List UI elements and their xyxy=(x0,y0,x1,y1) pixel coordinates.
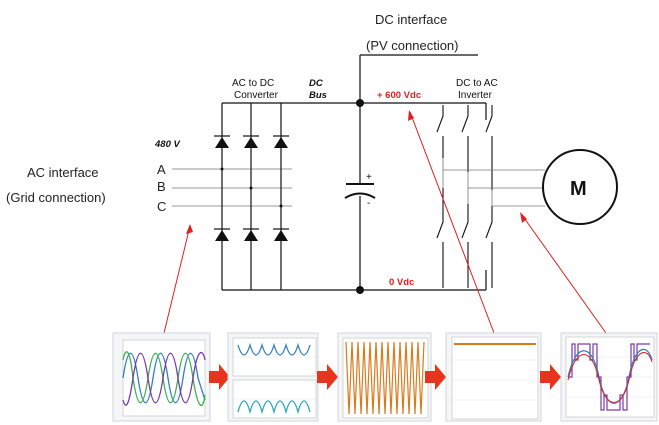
diode-lower-1 xyxy=(214,228,230,241)
motor-label: M xyxy=(570,178,587,200)
flow-arrow-1 xyxy=(209,364,230,390)
voltage-480-label: 480 V xyxy=(154,139,180,150)
flow-arrow-3 xyxy=(425,364,446,390)
phase-wave-blue xyxy=(122,352,206,404)
dc-ac-label-1: DC to AC xyxy=(456,78,498,89)
dc-interface-label: DC interface xyxy=(375,12,447,27)
diode-upper-1 xyxy=(214,135,230,148)
phase-a-label: A xyxy=(157,162,166,177)
waveform-panel-rectifier-ripple xyxy=(337,332,432,422)
cap-minus-sign: - xyxy=(367,198,370,209)
waveform-panel-rectified-output xyxy=(227,332,319,422)
ac-dc-label-1: AC to DC xyxy=(232,78,274,89)
rectified-wave-top xyxy=(237,342,311,356)
diode-lower-2 xyxy=(243,228,259,241)
diode-lower-3 xyxy=(273,228,289,241)
ac-interface-label: AC interface xyxy=(27,165,99,180)
inverter-bridge xyxy=(436,103,545,290)
cap-plus-sign: + xyxy=(366,172,372,183)
ac-dc-label-2: Converter xyxy=(234,90,279,101)
waveform-panel-dc-bus-voltage xyxy=(445,332,542,422)
rectifier-bridge xyxy=(214,103,289,290)
sine-fundamental-red xyxy=(567,352,653,403)
dc-bus-label-1: DC xyxy=(309,78,323,89)
phase-c-label: C xyxy=(157,199,166,214)
diode-upper-2 xyxy=(243,135,259,148)
dc-ac-label-2: Inverter xyxy=(458,90,493,101)
motor-circle xyxy=(542,149,618,225)
dc-bus-capacitor: + - xyxy=(344,103,376,290)
flow-arrow-4 xyxy=(540,364,561,390)
waveform-panel-three-phase-input xyxy=(112,332,211,422)
flow-arrow-2 xyxy=(317,364,338,390)
dc-bus-label-2: Bus xyxy=(309,90,327,101)
phase-wave-purple xyxy=(122,351,206,406)
pv-connection-label: (PV connection) xyxy=(366,38,459,53)
diode-upper-3 xyxy=(273,135,289,148)
waveform-panel-inverter-output xyxy=(560,332,658,422)
annotation-leaders xyxy=(163,110,607,334)
phase-b-label: B xyxy=(157,179,166,194)
ripple-wave xyxy=(345,341,425,415)
grid-connection-label: (Grid connection) xyxy=(6,190,106,205)
rectified-wave-bottom xyxy=(237,400,311,415)
zero-vdc-label: 0 Vdc xyxy=(389,277,414,288)
plus-600-label: + 600 Vdc xyxy=(377,90,421,101)
